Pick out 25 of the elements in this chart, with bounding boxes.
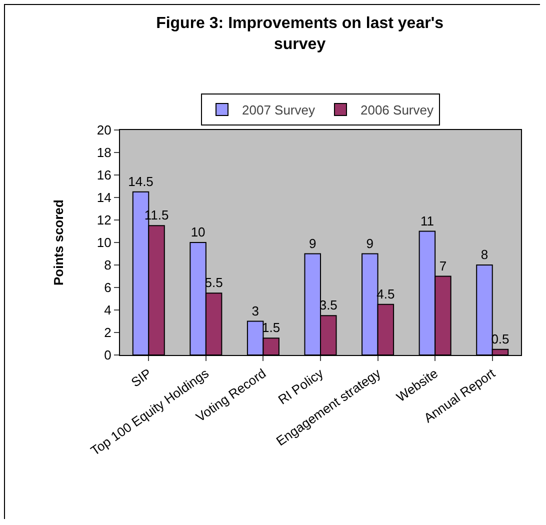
data-label: 8 xyxy=(480,247,488,262)
x-tick-label: SIP xyxy=(128,366,154,390)
data-label: 1.5 xyxy=(262,320,280,336)
legend-label: 2007 Survey xyxy=(242,102,316,118)
data-label: 14.5 xyxy=(128,174,154,189)
y-tick-label: 20 xyxy=(96,122,112,138)
y-tick-label: 0 xyxy=(104,348,112,363)
y-tick-label: 18 xyxy=(96,145,112,160)
y-tick-label: 4 xyxy=(104,302,112,318)
data-label: 3 xyxy=(252,303,259,318)
y-tick-label: 12 xyxy=(96,212,112,228)
data-label: 9 xyxy=(366,236,374,251)
y-axis-title: Points scored xyxy=(50,199,66,286)
y-tick-label: 16 xyxy=(96,168,112,183)
y-tick-label: 6 xyxy=(104,280,112,296)
y-tick-label: 8 xyxy=(104,258,112,273)
data-label: 9 xyxy=(309,236,316,251)
data-label: 11 xyxy=(420,213,434,228)
chart-title: Figure 3: Improvements on last year's survey xyxy=(156,15,444,53)
y-tick-label: 14 xyxy=(96,190,112,206)
y-tick-label: 10 xyxy=(96,235,112,250)
data-label: 10 xyxy=(190,224,206,240)
data-label: 7 xyxy=(439,258,447,274)
y-tick-label: 2 xyxy=(104,325,112,340)
legend-label: 2006 Survey xyxy=(360,102,434,118)
